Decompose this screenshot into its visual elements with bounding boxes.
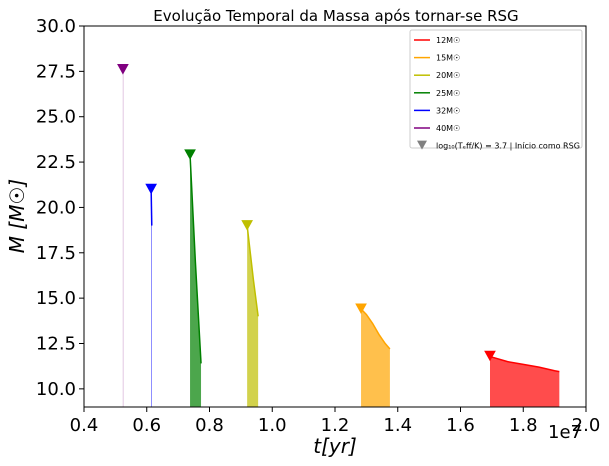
- series-line-32m: [150, 189, 153, 226]
- y-axis-ticks: 10.0 12.5 15.0 17.5 20.0 22.5 25.0 27.5 30.0: [36, 16, 84, 400]
- rsg-marker-15m: [355, 303, 367, 315]
- x-tick-label: 1.8: [509, 415, 538, 436]
- x-axis-ticks: 0.4 0.6 0.8 1.0 1.2 1.4 1.6 1.8 2.0: [70, 407, 601, 436]
- series-line-20m: [246, 225, 259, 317]
- rsg-marker-12m: [484, 350, 496, 362]
- y-tick-label: 22.5: [36, 152, 76, 173]
- x-tick-label: 0.8: [195, 415, 224, 436]
- rsg-start-markers: [117, 64, 496, 362]
- x-tick-label: 1.0: [258, 415, 287, 436]
- series-lines: [122, 69, 560, 373]
- x-tick-label: 0.4: [70, 415, 99, 436]
- legend-label: 12M☉: [436, 36, 460, 45]
- chart-title: Evolução Temporal da Massa após tornar-s…: [153, 7, 518, 25]
- legend-label: 40M☉: [436, 124, 460, 133]
- series-fill-32m: [151, 189, 152, 407]
- x-axis-offset-label: 1e7: [548, 422, 582, 443]
- y-tick-label: 17.5: [36, 243, 76, 264]
- x-axis-label: t[yr]: [313, 434, 357, 458]
- series-line-25m: [189, 154, 202, 364]
- y-tick-label: 10.0: [36, 379, 76, 400]
- legend-label: 20M☉: [436, 71, 460, 80]
- rsg-marker-25m: [184, 149, 196, 160]
- legend-label: 25M☉: [436, 89, 460, 98]
- legend-label: 32M☉: [436, 106, 460, 115]
- y-tick-label: 15.0: [36, 288, 76, 309]
- rsg-marker-40m: [117, 64, 129, 75]
- legend-marker-label: log₁₀(Tₑff/K) = 3.7 | Início como RSG: [436, 142, 580, 151]
- series-fill-12m: [489, 356, 560, 407]
- rsg-marker-20m: [241, 220, 253, 231]
- series-fills: [122, 69, 560, 408]
- x-tick-label: 1.4: [383, 415, 412, 436]
- y-tick-label: 27.5: [36, 61, 76, 82]
- y-tick-label: 12.5: [36, 334, 76, 355]
- y-tick-label: 20.0: [36, 197, 76, 218]
- series-fill-20m: [247, 225, 259, 407]
- x-tick-label: 1.2: [321, 415, 350, 436]
- legend-marker-swatch: [417, 140, 427, 150]
- legend: 12M☉ 15M☉ 20M☉ 25M☉ 32M☉ 40M☉ log₁₀(Tₑff/K) = …: [409, 29, 583, 151]
- y-tick-label: 30.0: [36, 16, 76, 37]
- x-tick-label: 2.0: [572, 415, 601, 436]
- x-tick-label: 1.6: [446, 415, 475, 436]
- legend-box: [409, 29, 583, 149]
- rsg-marker-32m: [145, 183, 157, 195]
- y-tick-label: 25.0: [36, 107, 76, 128]
- legend-label: 15M☉: [436, 54, 460, 63]
- y-axis-label: M [M☉]: [5, 179, 29, 253]
- series-fill-15m: [361, 309, 390, 407]
- series-line-15m: [360, 308, 391, 350]
- x-tick-label: 0.6: [132, 415, 161, 436]
